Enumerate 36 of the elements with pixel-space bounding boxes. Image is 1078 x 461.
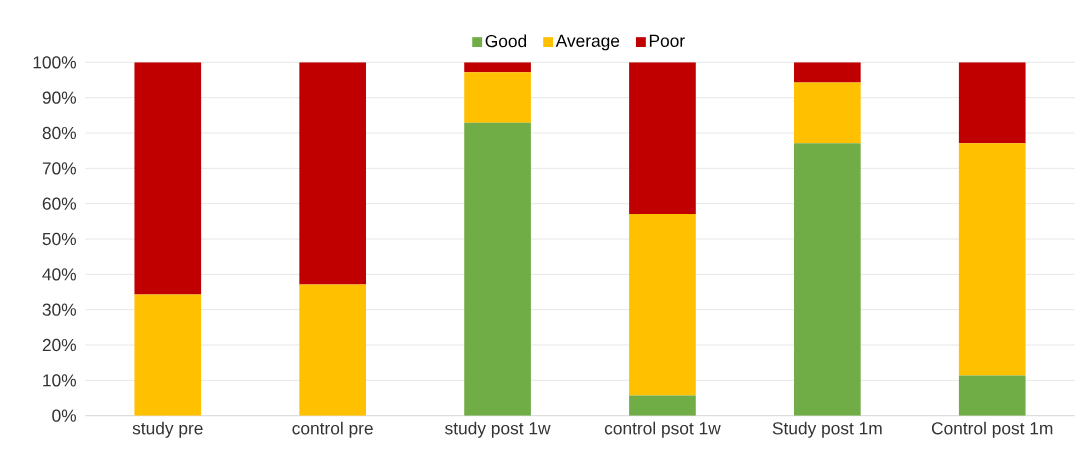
- y-tick-label: 50%: [42, 232, 77, 246]
- y-tick-label: 90%: [42, 91, 77, 104]
- x-tick-label: study pre: [132, 421, 203, 438]
- y-tick-label: 70%: [42, 162, 77, 175]
- bar: [464, 62, 531, 73]
- y-tick-label: 40%: [42, 268, 77, 281]
- y-tick-label: 10%: [43, 374, 77, 387]
- y-tick-label: 30%: [42, 303, 77, 316]
- bar: [629, 62, 696, 214]
- legend-label: Good: [485, 34, 527, 48]
- x-tick-label: Control post 1m: [931, 421, 1053, 438]
- bar: [958, 143, 1026, 376]
- bar: [134, 62, 202, 295]
- bar: [134, 294, 202, 416]
- bar: [629, 395, 696, 416]
- legend-label: Average: [555, 34, 620, 51]
- bar: [958, 375, 1026, 416]
- bar: [794, 62, 861, 83]
- y-tick-label: 100%: [33, 56, 77, 69]
- bar: [464, 72, 531, 123]
- bar: [794, 143, 861, 416]
- x-tick-label: study post 1w: [445, 421, 551, 438]
- y-tick-label: 80%: [42, 126, 77, 140]
- y-tick-label: 20%: [42, 338, 77, 352]
- bar: [464, 122, 531, 416]
- bar: [629, 213, 696, 396]
- bar: [958, 62, 1026, 144]
- x-tick-label: control pre: [292, 421, 373, 438]
- y-tick-label: 60%: [42, 197, 77, 210]
- bar: [299, 284, 366, 416]
- x-tick-label: Study post 1m: [772, 421, 882, 438]
- bar: [794, 82, 861, 144]
- legend-label: Poor: [649, 34, 685, 47]
- x-tick-label: control psot 1w: [604, 421, 721, 438]
- y-tick-label: 0%: [52, 409, 77, 422]
- bar: [299, 62, 366, 285]
